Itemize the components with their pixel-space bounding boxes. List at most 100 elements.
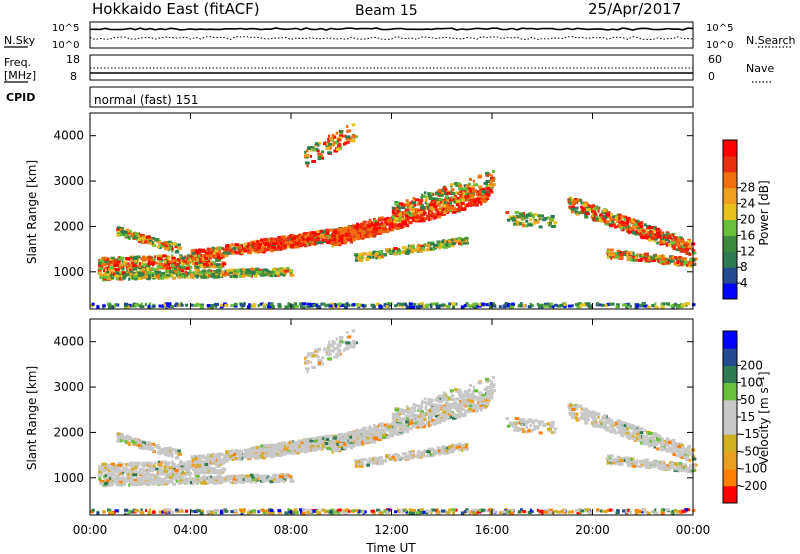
velocity-echo-cell (109, 466, 114, 470)
power-echo-cell (316, 149, 320, 153)
power-echo-cell (175, 302, 179, 306)
power-echo-cell (186, 275, 189, 279)
power-echo-cell (367, 255, 372, 259)
power-echo-cell (253, 243, 257, 247)
velocity-echo-cell (176, 472, 180, 476)
power-echo-cell (418, 304, 423, 308)
power-echo-cell (473, 183, 479, 187)
power-echo-cell (656, 241, 659, 245)
velocity-echo-cell (114, 474, 120, 478)
power-echo-cell (366, 230, 372, 234)
power-echo-cell (286, 236, 290, 240)
velocity-echo-cell (169, 479, 174, 483)
power-echo-cell (610, 253, 615, 257)
velocity-echo-cell (147, 480, 151, 484)
velocity-echo-cell (168, 466, 174, 470)
power-echo-cell (582, 203, 588, 207)
power-echo-cell (448, 201, 453, 205)
power-echo-cell (450, 188, 455, 192)
power-echo-cell (621, 303, 626, 307)
velocity-echo-cell (180, 462, 186, 466)
power-echo-cell (597, 206, 601, 210)
power-echo-cell (278, 269, 284, 273)
power-echo-cell (285, 243, 291, 247)
power-echo-cell (451, 302, 456, 306)
power-echo-cell (435, 198, 439, 202)
power-echo-cell (158, 259, 162, 263)
velocity-echo-cell (214, 476, 220, 480)
velocity-echo-cell (158, 452, 162, 456)
velocity-echo-cell (275, 479, 281, 483)
power-echo-cell (671, 303, 675, 307)
velocity-echo-cell (98, 473, 103, 477)
power-echo-cell (403, 211, 407, 215)
power-echo-cell (622, 253, 626, 257)
power-echo-cell (361, 258, 364, 262)
velocity-echo-cell (163, 466, 169, 470)
power-echo-cell (325, 231, 330, 235)
power-echo-cell (217, 247, 222, 251)
power-echo-cell (124, 263, 127, 267)
power-echo-cell (336, 144, 342, 148)
power-echo-cell (651, 259, 656, 263)
power-echo-cell (442, 243, 448, 247)
velocity-echo-cell (226, 457, 232, 461)
power-echo-cell (213, 265, 219, 269)
power-echo-cell (429, 242, 435, 246)
power-echo-cell (519, 221, 525, 225)
power-echo-cell (323, 142, 327, 146)
velocity-echo-cell (282, 479, 286, 483)
power-echo-cell (581, 211, 587, 215)
velocity-echo-cell (99, 465, 105, 469)
power-echo-cell (314, 236, 317, 240)
velocity-echo-cell (176, 477, 181, 481)
power-echo-cell (136, 255, 141, 259)
power-echo-cell (159, 273, 162, 277)
power-echo-cell (137, 237, 142, 241)
power-echo-cell (331, 244, 334, 248)
power-echo-cell (223, 249, 226, 253)
power-echo-cell (268, 244, 273, 248)
power-echo-cell (118, 255, 122, 259)
power-echo-cell (308, 236, 311, 240)
power-echo-cell (638, 303, 642, 307)
velocity-echo-cell (121, 477, 125, 481)
power-echo-cell (364, 304, 367, 308)
power-echo-cell (458, 184, 463, 188)
power-echo-cell (114, 260, 120, 264)
power-echo-cell (681, 239, 685, 243)
power-echo-cell (281, 235, 284, 239)
velocity-echo-cell (222, 468, 227, 472)
power-echo-cell (189, 254, 192, 258)
power-echo-cell (665, 302, 670, 306)
power-echo-cell (425, 196, 428, 200)
power-echo-cell (389, 222, 394, 226)
velocity-echo-cell (105, 468, 110, 472)
velocity-echo-cell (186, 460, 191, 464)
power-echo-cell (411, 206, 415, 210)
power-echo-cell (664, 260, 668, 264)
nsky-tick-lo: 10^0 (52, 40, 79, 51)
velocity-echo-cell (250, 480, 254, 484)
velocity-echo-cell (217, 480, 220, 484)
power-echo-cell (420, 195, 423, 199)
velocity-echo-cell (217, 459, 223, 463)
power-echo-cell (126, 269, 129, 273)
velocity-echo-cell (211, 478, 216, 482)
power-echo-cell (678, 247, 684, 251)
power-echo-cell (298, 243, 302, 247)
power-echo-cell (611, 220, 615, 224)
power-echo-cell (411, 209, 416, 213)
power-echo-cell (539, 303, 544, 307)
power-echo-cell (231, 249, 236, 253)
power-echo-cell (91, 302, 95, 306)
power-echo-cell (380, 221, 384, 225)
velocity-echo-cell (195, 471, 200, 475)
power-echo-cell (163, 260, 169, 264)
power-echo-cell (309, 148, 315, 152)
velocity-echo-cell (165, 475, 169, 479)
power-echo-cell (331, 232, 334, 236)
power-echo-cell (219, 274, 223, 278)
power-echo-cell (375, 252, 381, 256)
power-echo-cell (157, 257, 163, 261)
